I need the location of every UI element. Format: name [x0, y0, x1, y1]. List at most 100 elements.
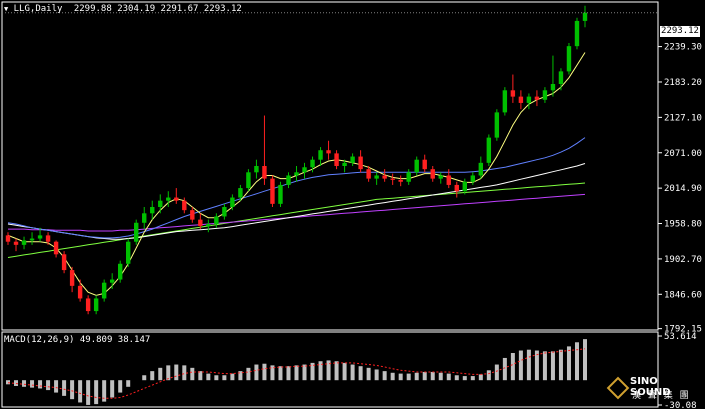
candle-body: [422, 159, 427, 170]
y-tick-label: 2239.30: [664, 43, 702, 53]
y-tick-label: 2183.20: [664, 78, 702, 88]
y-tick-label: 1846.60: [664, 290, 702, 300]
candle-body: [478, 162, 484, 176]
candle-body: [45, 235, 51, 242]
ohlc-values: 2299.88 2304.19 2291.67 2293.12: [73, 4, 242, 14]
candle-body: [382, 175, 387, 179]
ma-green-line: [7, 182, 586, 258]
candle-body: [286, 175, 291, 185]
candle-body: [406, 172, 411, 182]
candle-body: [198, 219, 203, 226]
candle-body: [214, 216, 219, 225]
candle-body: [150, 207, 155, 214]
candle-body: [238, 188, 243, 198]
y-tick-label: 2014.90: [664, 184, 702, 194]
candle-body: [302, 167, 307, 173]
candle-body: [526, 96, 532, 103]
candle-body: [93, 298, 99, 312]
y-tick-label: 1792.15: [664, 325, 702, 335]
y-tick-label: 1958.80: [664, 220, 702, 230]
candle-body: [246, 172, 251, 189]
candle-body: [142, 213, 147, 223]
candle-body: [582, 12, 588, 21]
candle-body: [542, 90, 548, 100]
candle-body: [85, 298, 91, 312]
candle-body: [278, 184, 283, 204]
watermark-logo: SINO SOUND 漢 聲 集 團: [606, 374, 700, 402]
candle-body: [558, 71, 564, 84]
logo-diamond-icon: [606, 376, 630, 400]
candle-body: [61, 254, 67, 271]
candle-body: [566, 46, 572, 72]
symbol-label: LLG,Daily: [13, 4, 63, 14]
current-price-tag: 2293.12: [660, 26, 700, 37]
candle-body: [462, 181, 467, 192]
candle-body: [5, 235, 11, 242]
candle-body: [109, 279, 115, 283]
candle-body: [470, 175, 476, 182]
macd-plot-frame: [1, 331, 659, 408]
watermark-line2: 漢 聲 集 團: [632, 391, 691, 401]
candle-body: [574, 20, 580, 47]
candle-body: [414, 159, 419, 173]
candle-body: [13, 241, 19, 245]
candle-body: [486, 137, 492, 163]
candle-body: [438, 175, 443, 179]
candle-body: [117, 263, 123, 280]
candle-body: [334, 153, 339, 166]
candle-body: [318, 150, 323, 160]
main-plot-frame: [1, 1, 659, 331]
candle-body: [494, 112, 500, 138]
candle-body: [310, 159, 315, 168]
candle-body: [254, 166, 259, 173]
candle-body: [230, 197, 235, 207]
candle-body: [69, 270, 75, 286]
candle-body: [430, 169, 435, 179]
candle-body: [77, 285, 83, 299]
y-tick-label: 2127.10: [664, 113, 702, 123]
candle-body: [390, 178, 395, 180]
ma-white-line: [7, 163, 586, 240]
candle-body: [206, 224, 211, 226]
candle-body: [510, 90, 516, 97]
ma-magenta-line: [8, 193, 586, 232]
y-tick-label: 1902.70: [664, 255, 702, 265]
macd-header: MACD(12,26,9) 49.809 38.147: [4, 335, 151, 345]
candle-body: [366, 169, 371, 179]
macd-tick-label: -30.08: [664, 401, 697, 409]
candle-body: [262, 166, 267, 179]
symbol-header: ▼ LLG,Daily 2299.88 2304.19 2291.67 2293…: [4, 4, 242, 14]
candle-body: [398, 179, 403, 182]
watermark-line1: SINO SOUND: [630, 376, 671, 398]
candle-body: [158, 200, 163, 207]
candle-body: [29, 238, 35, 241]
candle-body: [134, 222, 139, 242]
candle-body: [534, 96, 540, 100]
candle-body: [358, 156, 363, 170]
candle-body: [294, 172, 299, 176]
candle-body: [126, 241, 131, 264]
candle-body: [190, 210, 195, 220]
candle-body: [222, 207, 227, 217]
candle-body: [166, 197, 171, 201]
candle-body: [270, 178, 275, 204]
candle-body: [502, 90, 508, 113]
macd-signal-line: [7, 348, 586, 399]
candle-body: [37, 235, 43, 239]
candle-body: [518, 96, 524, 103]
candle-body: [342, 162, 347, 166]
candle-body: [21, 240, 27, 245]
candle-body: [174, 197, 179, 201]
candle-body: [326, 150, 331, 154]
candle-body: [550, 84, 556, 91]
candle-body: [101, 282, 107, 299]
candle-body: [53, 241, 59, 255]
dropdown-triangle-icon[interactable]: ▼: [4, 5, 9, 13]
candle-body: [374, 175, 379, 179]
candle-body: [446, 175, 451, 185]
candle-body: [182, 200, 187, 211]
y-tick-label: 2071.00: [664, 149, 702, 159]
macd-tick-label: 53.614: [664, 332, 697, 342]
